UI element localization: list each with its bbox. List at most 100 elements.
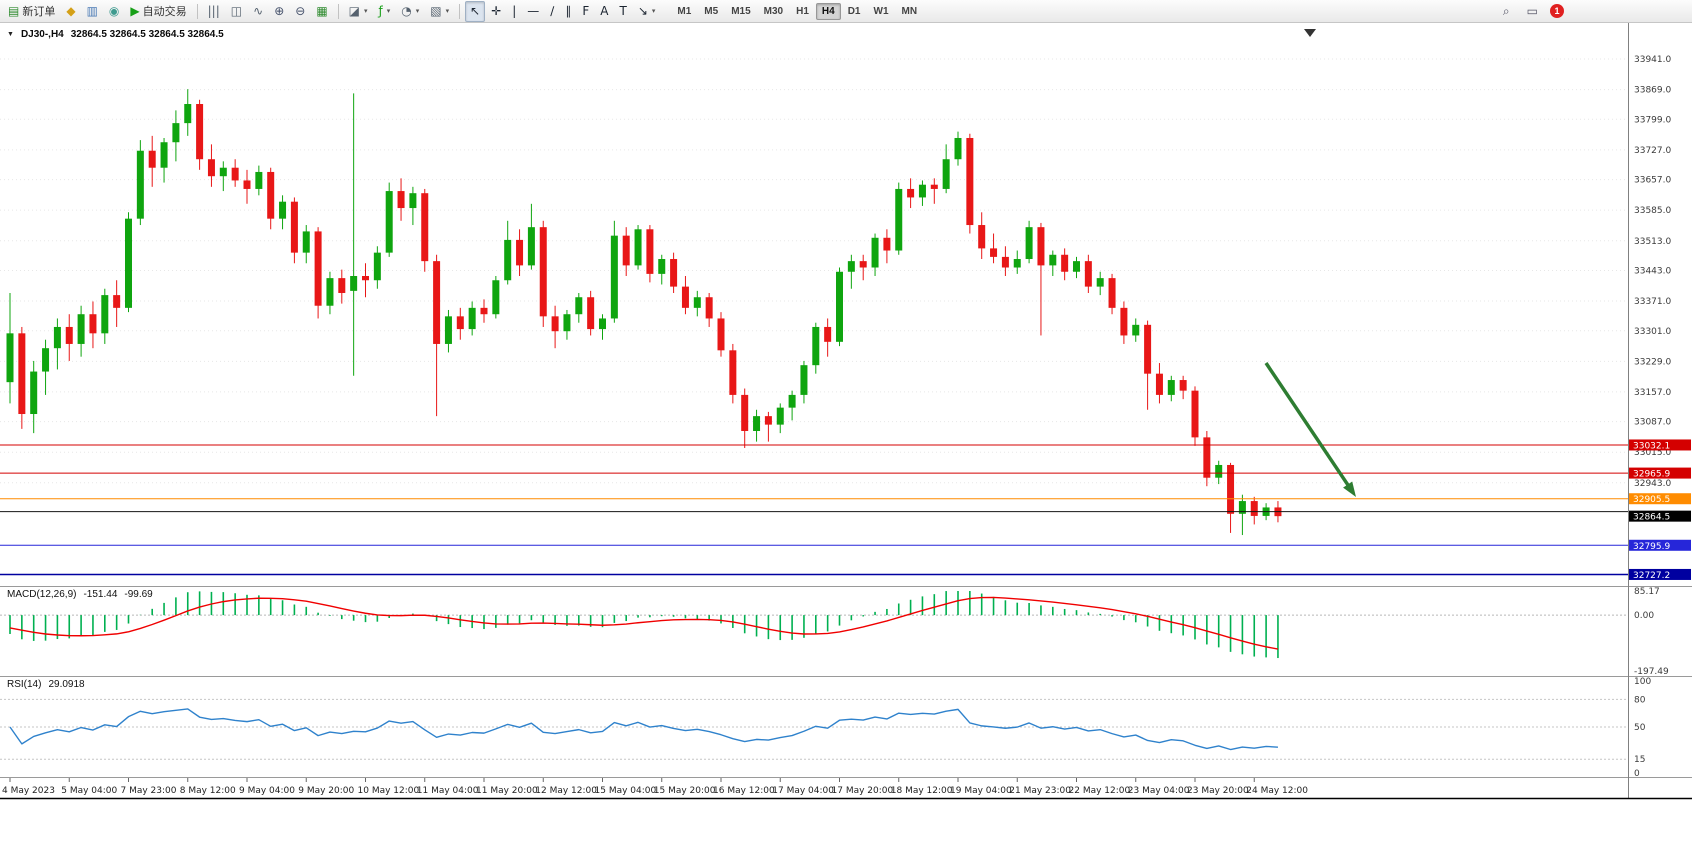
svg-text:100: 100 <box>1634 677 1651 687</box>
chevron-down-icon: ▾ <box>445 8 450 15</box>
label-button[interactable]: T <box>614 1 631 22</box>
svg-text:5 May 04:00: 5 May 04:00 <box>61 786 117 796</box>
search-icon: ⌕ <box>1502 4 1510 18</box>
svg-text:4 May 2023: 4 May 2023 <box>2 786 55 796</box>
svg-text:9 May 20:00: 9 May 20:00 <box>298 786 354 796</box>
svg-text:33087.0: 33087.0 <box>1634 418 1671 428</box>
svg-text:85.17: 85.17 <box>1634 587 1660 597</box>
tile-windows-icon: ▦ <box>316 4 328 18</box>
chevron-down-icon: ▾ <box>364 8 368 15</box>
svg-text:9 May 04:00: 9 May 04:00 <box>239 786 295 796</box>
metaeditor-button[interactable]: ◆ <box>61 1 80 22</box>
svg-text:33032.1: 33032.1 <box>1633 441 1670 451</box>
chart-canvas[interactable]: 33941.0 33869.0 33799.0 33727.0 33657.0 33585… <box>0 23 1692 860</box>
trendline-button[interactable]: ∕ <box>545 1 559 22</box>
timeframe-m1[interactable]: M1 <box>677 5 692 17</box>
timeframe-h4[interactable]: H4 <box>815 2 841 20</box>
chart-title: ▼ DJ30-,H4 32864.5 32864.5 32864.5 32864… <box>7 29 224 40</box>
notification-badge[interactable]: 1 <box>1550 4 1564 18</box>
rsi-indicator-name: RSI(14) <box>7 679 42 690</box>
timeframe-m5[interactable]: M5 <box>704 5 719 17</box>
trend-arrow[interactable] <box>1264 362 1356 497</box>
rsi-line <box>9 708 1278 751</box>
rsi-panel <box>0 698 1628 760</box>
periods-button[interactable]: ◔ ▾ <box>396 1 424 22</box>
charts-profile-icon: ▥ <box>86 4 98 18</box>
price-axis: 33941.0 33869.0 33799.0 33727.0 33657.0 33585… <box>1634 55 1671 779</box>
ohlc-values: 32864.5 32864.5 32864.5 32864.5 <box>70 29 224 40</box>
line-chart-mode-button[interactable]: ∿ <box>248 1 268 22</box>
macd-indicator-name: MACD(12,26,9) <box>7 589 77 600</box>
indicators-button[interactable]: ƒ ▾ <box>374 1 396 22</box>
svg-text:33727.0: 33727.0 <box>1634 146 1671 156</box>
rsi-value: 29.0918 <box>48 679 85 690</box>
tile-windows-button[interactable]: ▦ <box>311 1 332 22</box>
candlestick-series <box>6 89 1282 536</box>
label-icon: T <box>619 4 627 18</box>
chevron-down-icon[interactable]: ▼ <box>7 31 14 38</box>
svg-text:33443.0: 33443.0 <box>1634 266 1671 276</box>
arrows-button[interactable]: ↘ ▾ <box>633 1 661 22</box>
svg-text:32943.0: 32943.0 <box>1634 479 1671 489</box>
new-order-icon: ▤ <box>8 4 20 18</box>
text-icon: A <box>600 4 609 18</box>
panel-separators <box>0 23 1692 800</box>
arrow-objects-icon: ↘ <box>637 4 648 18</box>
timeframe-w1[interactable]: W1 <box>873 5 889 17</box>
channel-button[interactable]: ∥ <box>560 1 576 22</box>
svg-text:15 May 20:00: 15 May 20:00 <box>654 786 716 796</box>
svg-text:33513.0: 33513.0 <box>1634 237 1671 247</box>
chevron-down-icon: ▾ <box>386 8 391 15</box>
chevron-down-icon: ▾ <box>651 8 656 15</box>
zoom-in-button[interactable]: ⊕ <box>269 1 289 22</box>
candlestick-mode-button[interactable]: ◫ <box>226 1 247 22</box>
charts-profile-button[interactable]: ▥ <box>82 1 103 22</box>
macd-value: -151.44 <box>83 589 118 600</box>
main-toolbar: ▤ 新订单 ◆ ▥ ◉ ▶ 自动交易 ||| ◫ ∿ ⊕ ⊖ ▦ ◪ ▾ ƒ ▾ ◔ ▾ ▧ ▾ ↖ ✛ | — ∕ ∥ F A T ↘ ▾ M… <box>0 0 1692 23</box>
chart-shift-marker[interactable] <box>1304 29 1316 37</box>
zoom-out-button[interactable]: ⊖ <box>290 1 310 22</box>
bar-chart-mode-button[interactable]: ||| <box>203 1 225 22</box>
horizontal-line-objects[interactable] <box>0 444 1628 576</box>
svg-text:33229.0: 33229.0 <box>1634 357 1671 367</box>
metaeditor-icon: ◆ <box>66 4 76 18</box>
price-line-labels: 33032.1 32965.9 32905.5 32795.9 32727.2 32864… <box>1629 439 1691 581</box>
svg-text:33301.0: 33301.0 <box>1634 327 1671 337</box>
clock-icon: ◔ <box>401 4 412 18</box>
timeframe-m30[interactable]: M30 <box>763 5 784 17</box>
svg-text:33657.0: 33657.0 <box>1634 176 1671 186</box>
community-button[interactable]: ◉ <box>104 1 124 22</box>
text-button[interactable]: A <box>595 1 613 22</box>
svg-text:32965.9: 32965.9 <box>1633 470 1670 480</box>
svg-text:15: 15 <box>1634 755 1645 765</box>
svg-text:33371.0: 33371.0 <box>1634 297 1671 307</box>
cursor-button[interactable]: ↖ <box>465 0 486 22</box>
svg-text:23 May 20:00: 23 May 20:00 <box>1187 786 1249 796</box>
terminal-button[interactable]: ▭ <box>1522 1 1543 22</box>
svg-text:16 May 12:00: 16 May 12:00 <box>713 786 775 796</box>
macd-signal-value: -99.69 <box>124 589 153 600</box>
new-chart-button[interactable]: ◪ ▾ <box>344 1 373 22</box>
timeframe-mn[interactable]: MN <box>901 5 918 17</box>
svg-text:0: 0 <box>1634 769 1640 779</box>
channel-icon: ∥ <box>565 4 572 18</box>
new-order-button[interactable]: ▤ 新订单 <box>3 1 60 22</box>
horizontal-line-button[interactable]: — <box>522 1 544 22</box>
fibonacci-button[interactable]: F <box>577 1 594 22</box>
toolbar-separator <box>337 3 339 19</box>
globe-icon: ◉ <box>108 4 120 18</box>
vertical-line-button[interactable]: | <box>507 1 521 22</box>
templates-button[interactable]: ▧ ▾ <box>425 1 454 22</box>
timeframe-m15[interactable]: M15 <box>731 5 751 17</box>
autotrade-button[interactable]: ▶ 自动交易 <box>125 1 191 22</box>
svg-text:33157.0: 33157.0 <box>1634 388 1671 398</box>
search-button[interactable]: ⌕ <box>1498 1 1515 22</box>
timeframe-d1[interactable]: D1 <box>847 5 861 17</box>
svg-text:23 May 04:00: 23 May 04:00 <box>1128 786 1190 796</box>
crosshair-button[interactable]: ✛ <box>486 1 506 22</box>
timeframe-h1[interactable]: H1 <box>796 5 809 17</box>
svg-text:32795.9: 32795.9 <box>1633 542 1670 552</box>
toolbar-separator <box>459 3 461 19</box>
time-axis[interactable]: 4 May 2023 5 May 04:00 7 May 23:00 8 May 12… <box>2 778 1308 796</box>
